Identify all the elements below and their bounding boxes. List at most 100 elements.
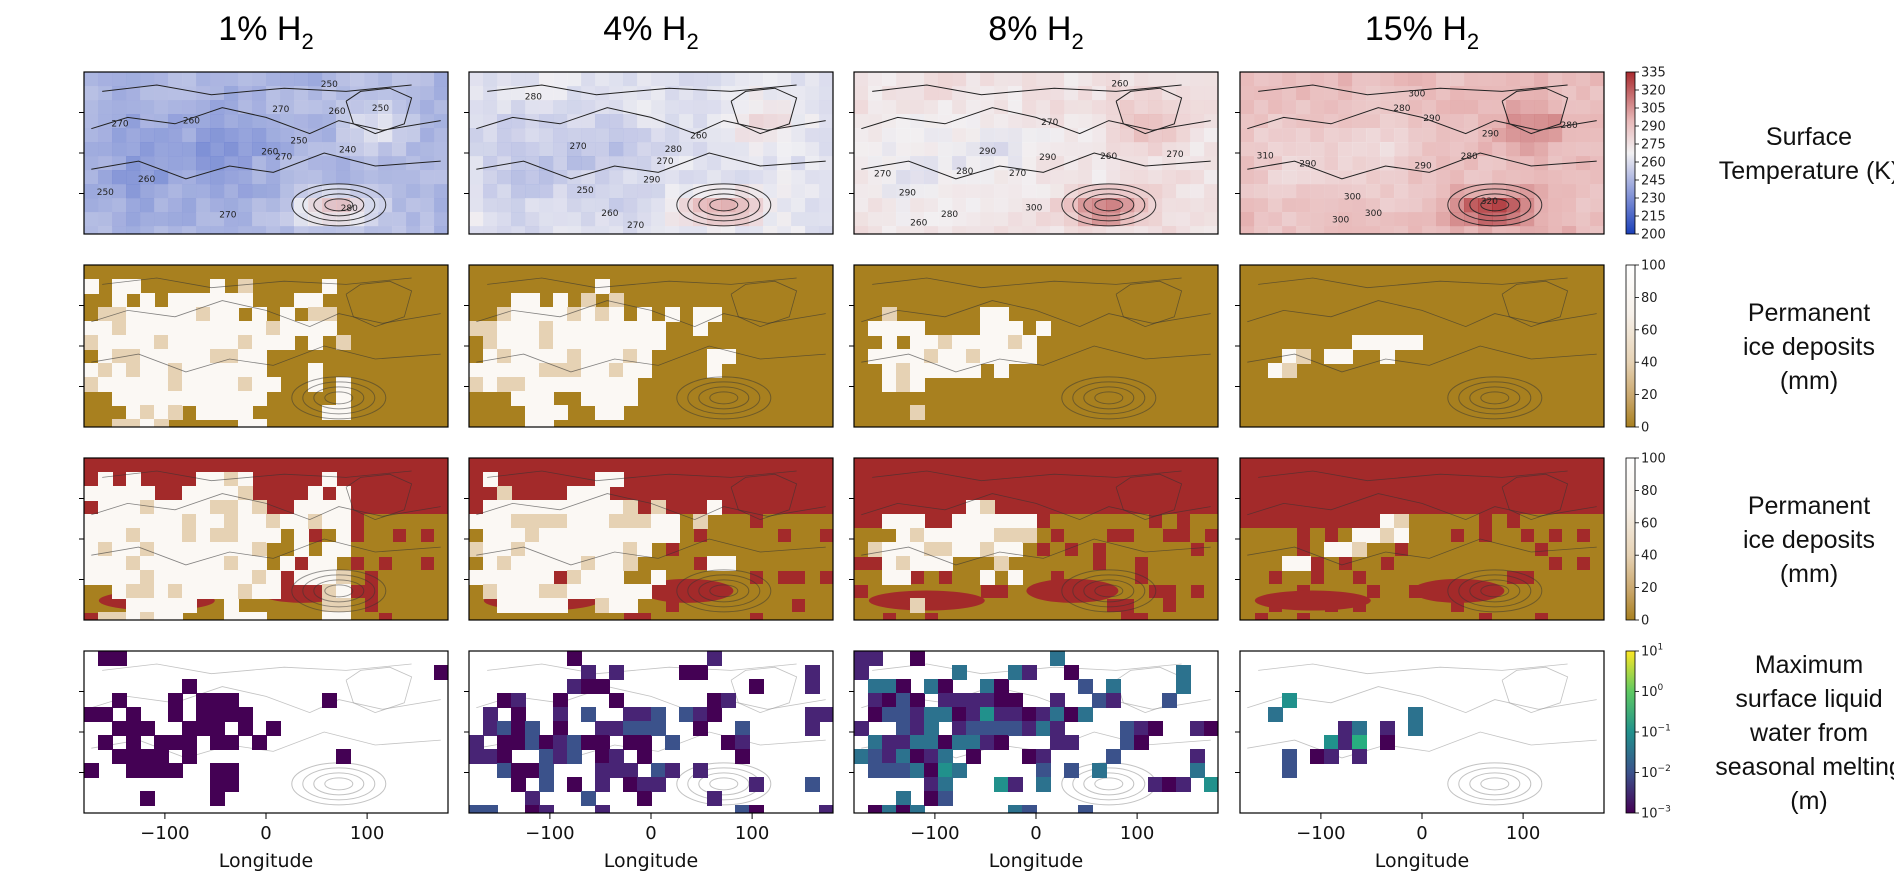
ice-cell xyxy=(1520,584,1535,599)
ice-cell xyxy=(126,472,141,487)
temperature-cell xyxy=(434,170,448,185)
temperature-cell xyxy=(112,156,127,171)
temperature-cell xyxy=(1394,198,1409,213)
temperature-cell xyxy=(280,86,295,101)
ice-cell xyxy=(553,612,568,620)
temperature-cell xyxy=(1008,100,1023,115)
temperature-cell xyxy=(763,226,778,234)
temperature-cell xyxy=(553,156,568,171)
ice-cell xyxy=(252,307,267,322)
temperature-cell xyxy=(980,212,995,227)
ice-cell xyxy=(882,349,897,364)
melt-cell xyxy=(924,777,939,792)
ice-cell xyxy=(168,584,183,599)
ice-cell xyxy=(140,570,155,585)
contour-label: 280 xyxy=(956,167,973,177)
temperature-cell xyxy=(896,86,911,101)
contour-line xyxy=(1083,386,1135,410)
ice-cell xyxy=(1408,514,1423,529)
temperature-cell xyxy=(364,142,379,157)
temperature-cell xyxy=(154,170,169,185)
temperature-cell xyxy=(777,170,792,185)
temperature-cell xyxy=(280,184,295,199)
temperature-cell xyxy=(154,212,169,227)
temperature-cell xyxy=(182,198,197,213)
ice-cell xyxy=(525,528,540,543)
ice-cell xyxy=(777,542,792,557)
temperature-cell xyxy=(763,72,778,87)
temperature-cell xyxy=(980,100,995,115)
ice-cell xyxy=(980,528,995,543)
ice-cell xyxy=(280,321,295,336)
temperature-cell xyxy=(1008,86,1023,101)
ice-cell xyxy=(581,307,596,322)
melt-cell xyxy=(1050,651,1065,666)
ice-cell xyxy=(126,598,141,613)
melt-cell xyxy=(749,679,764,694)
ice-cell xyxy=(749,528,764,543)
contour-line xyxy=(1061,376,1157,420)
contour-line xyxy=(1247,300,1597,328)
melt-cell xyxy=(938,693,953,708)
ice-cell xyxy=(126,419,141,427)
melt-cell xyxy=(609,721,624,736)
temperature-cell xyxy=(126,198,141,213)
ice-cell xyxy=(581,349,596,364)
temperature-cell xyxy=(322,114,337,129)
contour-line xyxy=(687,381,761,415)
ice-cell xyxy=(819,584,833,599)
temperature-cell xyxy=(707,170,722,185)
melt-cell xyxy=(1282,749,1297,764)
temperature-cell xyxy=(749,142,764,157)
temperature-cell xyxy=(280,100,295,115)
temperature-cell xyxy=(1422,156,1437,171)
contour-line xyxy=(1247,152,1597,180)
temperature-cell xyxy=(1590,184,1604,199)
temperature-cell xyxy=(525,128,540,143)
ice-cell xyxy=(1282,570,1297,585)
ice-cell xyxy=(966,349,981,364)
temperature-cell xyxy=(1324,170,1339,185)
ice-cell xyxy=(511,307,526,322)
temperature-cell xyxy=(609,226,624,234)
temperature-cell xyxy=(392,226,407,234)
temperature-cell xyxy=(469,128,484,143)
temperature-cell xyxy=(280,128,295,143)
colorbar-tick-label: 290 xyxy=(1641,120,1666,135)
melt-cell xyxy=(581,665,596,680)
temperature-cell xyxy=(1282,212,1297,227)
temperature-cell xyxy=(581,184,596,199)
ice-cell xyxy=(581,584,596,599)
ice-cell xyxy=(539,405,554,420)
ice-cell xyxy=(126,542,141,557)
ice-cell xyxy=(910,405,925,420)
temperature-cell xyxy=(336,142,351,157)
ice-cell xyxy=(882,542,897,557)
temperature-cell xyxy=(1436,72,1451,87)
temperature-cell xyxy=(1162,72,1177,87)
melt-cell xyxy=(623,763,638,778)
ice-cell xyxy=(280,514,295,529)
ice-cell xyxy=(1478,556,1493,571)
ice-cell xyxy=(224,349,239,364)
melt-cell xyxy=(1408,721,1423,736)
temperature-cell xyxy=(469,170,484,185)
ice-cell xyxy=(595,542,610,557)
temperature-cell xyxy=(1576,128,1591,143)
temperature-cell xyxy=(896,170,911,185)
temperature-cell xyxy=(1548,86,1563,101)
temperature-cell xyxy=(1506,156,1521,171)
temperature-cell xyxy=(707,128,722,143)
temperature-cell xyxy=(238,156,253,171)
temperature-cell xyxy=(238,114,253,129)
contour-line xyxy=(861,300,1211,328)
ice-cell xyxy=(266,612,281,620)
ice-cell xyxy=(882,514,897,529)
contour-line xyxy=(1247,345,1597,373)
ice-cell xyxy=(168,321,183,336)
ice-cell xyxy=(84,598,99,613)
ice-cell xyxy=(539,570,554,585)
temperature-cell xyxy=(224,170,239,185)
temperature-cell xyxy=(721,100,736,115)
